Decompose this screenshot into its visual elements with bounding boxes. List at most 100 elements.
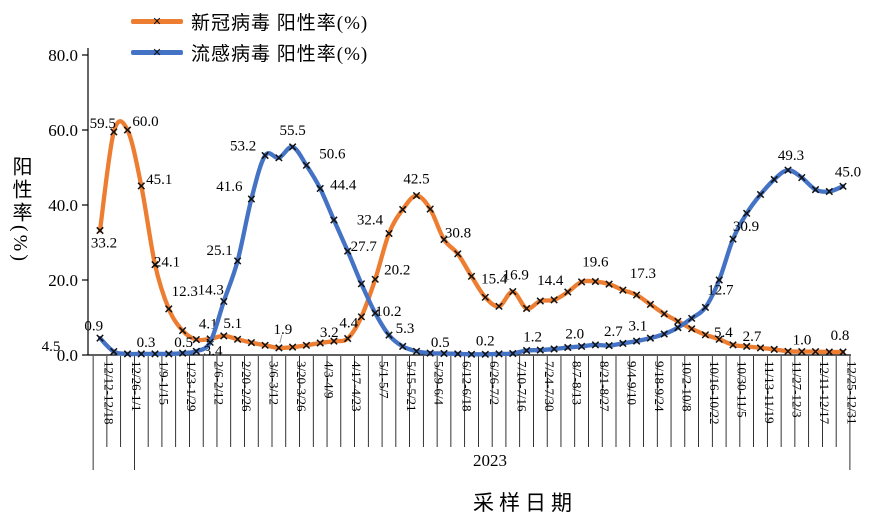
- data-point-marker: [412, 347, 421, 356]
- date-label: 10/2-10/8: [679, 361, 694, 412]
- data-point-marker: [110, 347, 118, 356]
- x-label-group: 12/12-12/18 12/26-1/1 1/9-1/15 1/23-1/29 2/6…: [102, 361, 860, 425]
- data-point-marker: [770, 175, 778, 184]
- data-label: 0.2: [476, 333, 495, 349]
- x-axis-title: 采样日期: [473, 491, 577, 515]
- data-label: 4.5: [42, 339, 61, 355]
- data-point-marker: [591, 277, 600, 286]
- data-label: 49.3: [778, 148, 804, 164]
- data-point-marker: [550, 296, 558, 304]
- data-label: 3.2: [320, 325, 339, 341]
- data-point-marker: [233, 257, 242, 265]
- flu-series: 4.5 0.9 0.3 0.5 3.4 14.3 25.1 41.6 53.2 55.5 50.6 4…: [42, 123, 862, 359]
- data-point-marker: [591, 341, 600, 349]
- data-point-marker: [357, 313, 366, 321]
- data-point-marker: [536, 297, 545, 305]
- data-point-marker: [839, 182, 847, 191]
- date-label: 12/25-12/31: [845, 361, 860, 425]
- data-point-marker: [605, 341, 613, 350]
- data-point-marker: [564, 343, 572, 352]
- data-point-marker: [220, 297, 228, 306]
- data-point-marker: [481, 293, 490, 302]
- data-point-marker: [619, 339, 627, 348]
- legend-item-flu[interactable]: 流感病毒 阳性率(%): [131, 37, 368, 68]
- data-label: 2.0: [565, 327, 584, 343]
- data-label: 50.6: [319, 146, 346, 162]
- data-point-marker: [495, 350, 503, 358]
- data-point-marker: [825, 348, 834, 356]
- data-point-marker: [110, 128, 118, 136]
- data-label: 1.0: [793, 332, 812, 348]
- data-point-marker: [742, 209, 751, 218]
- date-label: 11/27-12/3: [790, 361, 805, 418]
- data-label: 45.0: [835, 164, 861, 180]
- data-label: 0.3: [137, 335, 156, 351]
- data-label: 53.2: [230, 139, 256, 155]
- data-point-marker: [839, 348, 847, 356]
- legend-item-covid[interactable]: 新冠病毒 阳性率(%): [131, 6, 368, 37]
- date-label: 9/4-9/10: [624, 361, 639, 405]
- data-point-marker: [288, 343, 297, 351]
- data-point-marker: [632, 337, 641, 345]
- data-point-marker: [646, 300, 655, 309]
- data-point-marker: [674, 323, 682, 332]
- data-label: 5.3: [396, 321, 415, 337]
- legend-label-covid: 新冠病毒 阳性率(%): [191, 13, 369, 34]
- data-label: 24.1: [154, 255, 180, 271]
- date-label: 12/11-12/17: [817, 361, 832, 425]
- date-label: 3/6-3/12: [267, 361, 282, 405]
- covid-series: 33.2 59.5 60.0 45.1 24.1 12.3 4.1 5.1 1.9 3.24.4 1…: [90, 114, 850, 356]
- date-label: 5/29-6/4: [432, 361, 447, 406]
- data-label: 2.7: [743, 329, 762, 345]
- data-point-marker: [412, 191, 421, 200]
- data-point-marker: [770, 345, 778, 354]
- data-label: 55.5: [279, 123, 305, 139]
- data-point-marker: [784, 166, 792, 174]
- date-label: 6/26-7/2: [487, 361, 502, 405]
- data-point-marker: [536, 346, 545, 354]
- data-point-marker: [577, 278, 586, 286]
- year-label: 2023: [473, 451, 507, 470]
- data-label: 60.0: [132, 114, 158, 130]
- date-label: 8/7-8/13: [569, 361, 584, 405]
- data-point-marker: [137, 350, 146, 358]
- data-point-marker: [467, 350, 476, 359]
- data-point-marker: [371, 309, 379, 317]
- data-point-marker: [495, 302, 503, 311]
- data-point-marker: [316, 184, 324, 193]
- data-point-marker: [798, 173, 806, 182]
- data-label: 0.8: [831, 328, 850, 344]
- data-point-marker: [660, 330, 668, 338]
- data-label: 16.9: [503, 268, 529, 284]
- data-label: 5.4: [714, 325, 733, 341]
- data-point-marker: [330, 216, 338, 224]
- data-point-marker: [371, 275, 379, 284]
- data-label: 5.1: [223, 316, 242, 332]
- date-label: 11/13-11/19: [762, 361, 777, 424]
- data-label: 0.5: [431, 335, 450, 351]
- data-point-marker: [220, 332, 228, 340]
- data-label: 20.2: [384, 262, 410, 278]
- data-point-marker: [137, 182, 146, 190]
- data-label: 30.8: [445, 226, 471, 242]
- data-point-marker: [275, 344, 283, 352]
- data-point-marker: [316, 339, 324, 347]
- data-label: 10.2: [375, 304, 401, 320]
- data-label: 15.4: [481, 271, 508, 287]
- data-label: 19.6: [582, 255, 609, 271]
- data-point-marker: [247, 195, 256, 203]
- data-label: 45.1: [146, 172, 172, 188]
- data-label: 3.4: [204, 343, 223, 359]
- data-point-marker: [426, 205, 434, 213]
- date-label: 6/12-6/18: [459, 361, 474, 412]
- data-point-marker: [454, 250, 462, 258]
- flu-data-labels: 4.5 0.9 0.3 0.5 3.4 14.3 25.1 41.6 53.2 55.5 50.6 4…: [42, 123, 862, 359]
- data-point-marker: [123, 350, 132, 358]
- data-point-marker: [123, 126, 132, 134]
- data-point-marker: [564, 288, 572, 296]
- data-label: 4.1: [199, 317, 218, 333]
- covid-line-sample-icon: [131, 19, 183, 24]
- data-point-marker: [330, 337, 338, 345]
- data-point-marker: [426, 349, 434, 357]
- data-point-marker: [206, 338, 214, 347]
